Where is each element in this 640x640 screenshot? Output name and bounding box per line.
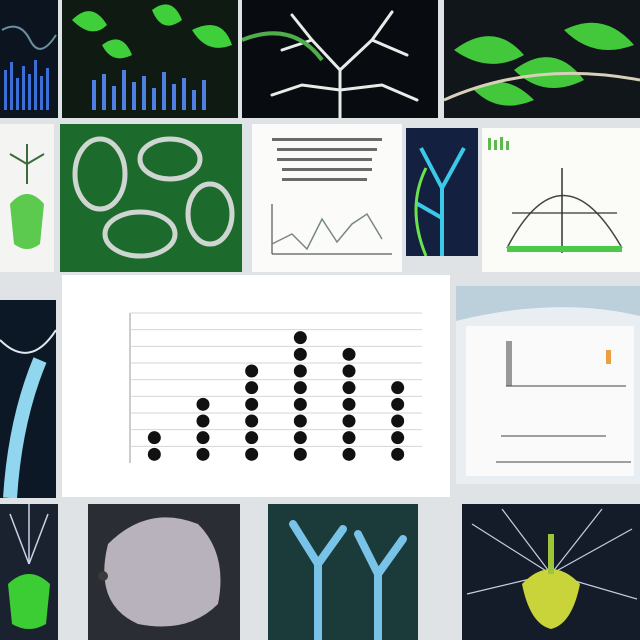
grey-blob-image — [88, 504, 240, 640]
white-roots-image — [242, 0, 438, 118]
data-point — [196, 397, 210, 411]
blue-vein-image — [406, 128, 478, 256]
blue-vein-tile — [406, 128, 478, 256]
green-sprout-photo-tile — [0, 504, 58, 640]
line-chart-image — [252, 124, 402, 272]
blue-tree-tile — [268, 504, 418, 640]
data-point — [391, 414, 405, 428]
annotated-chart-image — [456, 286, 640, 484]
paper-dome-diagram-tile — [482, 128, 640, 272]
paper-plant-sketch-tile — [0, 124, 54, 272]
blue-bars-image — [0, 0, 58, 118]
green-cell-map-tile — [60, 124, 242, 272]
blue-tree-image — [268, 504, 418, 640]
blue-stem-image — [0, 300, 56, 498]
data-point — [245, 431, 259, 445]
scatter-plot-canvas — [62, 275, 450, 497]
data-point — [147, 447, 161, 461]
data-point — [391, 397, 405, 411]
data-point — [342, 397, 356, 411]
data-point — [293, 397, 307, 411]
yellow-bulb-image — [462, 504, 640, 640]
data-point — [245, 447, 259, 461]
green-leaves-image — [62, 0, 238, 118]
grey-blob-tile — [88, 504, 240, 640]
data-point — [245, 364, 259, 378]
blue-stem-photo-tile — [0, 300, 56, 498]
data-point — [293, 431, 307, 445]
data-point — [293, 447, 307, 461]
data-point — [293, 331, 307, 345]
data-point — [342, 447, 356, 461]
yellow-bulb-tile — [462, 504, 640, 640]
data-point — [196, 414, 210, 428]
blue-bars-photo-tile — [0, 0, 58, 118]
white-roots-tile — [242, 0, 438, 118]
data-point — [342, 364, 356, 378]
data-point — [342, 414, 356, 428]
green-leaves-chart-tile — [62, 0, 238, 118]
data-point — [293, 414, 307, 428]
dome-diagram-image — [482, 128, 640, 272]
data-point — [342, 347, 356, 361]
data-point — [245, 381, 259, 395]
main-scatter-chart — [62, 275, 450, 497]
data-point — [391, 447, 405, 461]
data-point — [245, 414, 259, 428]
green-sprout-image — [0, 504, 58, 640]
paper-line-chart-tile — [252, 124, 402, 272]
data-point — [293, 364, 307, 378]
data-point — [147, 431, 161, 445]
green-leaf-image — [444, 0, 640, 118]
data-point — [391, 431, 405, 445]
green-leaf-branch-tile — [444, 0, 640, 118]
data-point — [293, 347, 307, 361]
plant-sketch-image — [0, 124, 54, 272]
data-point — [196, 447, 210, 461]
data-point — [342, 431, 356, 445]
data-point — [391, 381, 405, 395]
data-point — [196, 431, 210, 445]
cell-map-image — [60, 124, 242, 272]
data-point — [342, 381, 356, 395]
annotated-bar-chart-tile — [456, 286, 640, 484]
data-point — [293, 381, 307, 395]
data-point — [245, 397, 259, 411]
